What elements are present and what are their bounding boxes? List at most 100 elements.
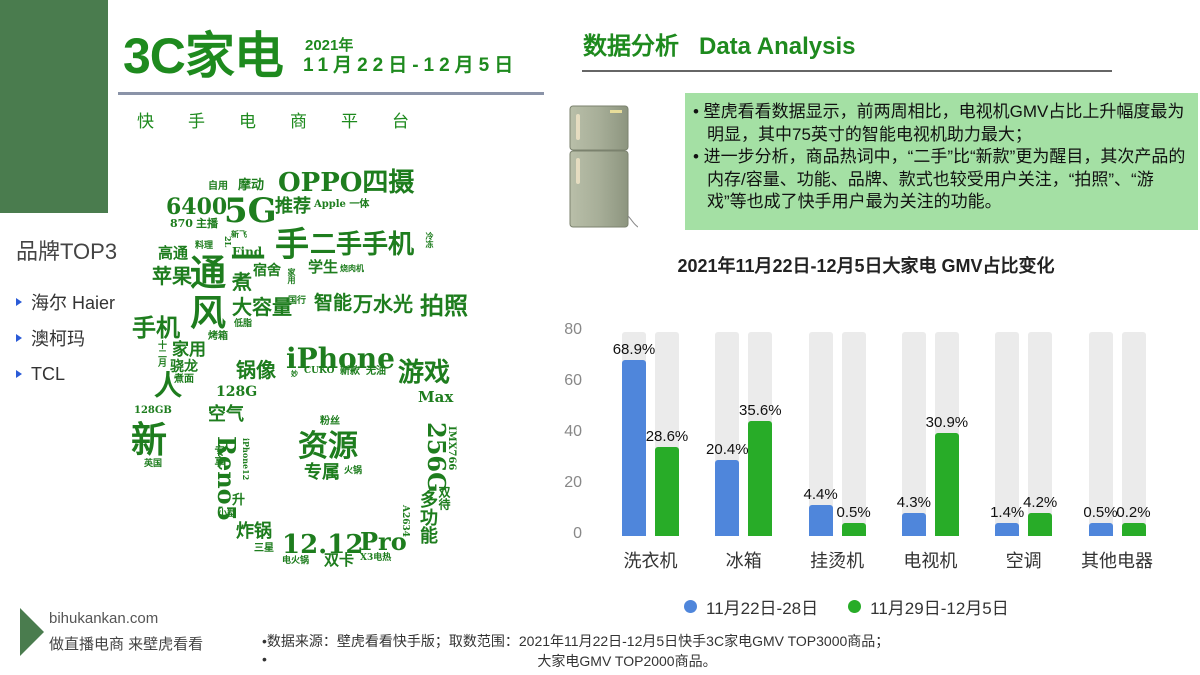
cloud-word: 冷冻 (425, 232, 435, 248)
legend-item-week2[interactable]: 11月29日-12月5日 (848, 594, 1009, 619)
bar[interactable] (655, 446, 679, 536)
chart-legend: 11月22日-28日 11月29日-12月5日 (684, 594, 1039, 619)
bar-value-label: 0.5% (1083, 504, 1118, 522)
blue-dot-icon (684, 600, 697, 613)
section-divider (582, 70, 1112, 72)
cloud-word: iPhone (286, 342, 395, 375)
bar-value-label: 30.9% (925, 413, 969, 431)
bar-value-label: 35.6% (739, 402, 782, 420)
bar[interactable] (934, 432, 959, 536)
cloud-word: 资源 (298, 429, 358, 464)
bar-value-label: 4.2% (1023, 494, 1058, 512)
bar-value-label: 0.5% (836, 504, 871, 522)
bar-track (841, 332, 866, 536)
cloud-word: 万水光 (353, 292, 413, 316)
cloud-word: IMX766 (446, 426, 457, 471)
cloud-word: 家用 (287, 268, 297, 284)
triangle-bullet-icon (16, 334, 22, 342)
cloud-word: 一 (231, 239, 265, 279)
report-year: 2021年 (305, 37, 354, 54)
bar-track (934, 332, 959, 536)
cloud-word: 炸锅 (236, 521, 272, 542)
bar[interactable] (901, 513, 926, 536)
bar-track (808, 332, 833, 536)
bar[interactable] (841, 523, 866, 536)
bar-track (1088, 332, 1113, 536)
analysis-bullet: • 进一步分析，商品热词中，“二手”比“新款”更为醒目，其次产品的内存/容量、功… (693, 147, 1186, 211)
cloud-word: X3电热 (360, 553, 392, 563)
cloud-word: Reno5 (212, 436, 241, 522)
cloud-word: 专属 (304, 462, 340, 483)
bar[interactable] (1088, 523, 1113, 536)
cloud-word: 骁龙 (170, 359, 198, 375)
cloud-word: 推荐 (275, 196, 311, 217)
cloud-word: Max (418, 388, 454, 406)
bar-value-label: 4.4% (803, 486, 838, 504)
page-title: 3C家电 (123, 28, 284, 84)
brand-top3-title: 品牌TOP3 (16, 239, 118, 264)
cloud-word: 家用 (172, 340, 206, 360)
cloud-word: 128G (216, 384, 258, 400)
cloud-word: 学生 (308, 258, 339, 276)
bar-value-label: 4.3% (896, 494, 931, 512)
cloud-word: 6400 (166, 194, 228, 220)
decorative-green-block (0, 0, 108, 213)
cloud-word: 双待 (437, 486, 451, 510)
slogan: 做直播电商 来壁虎看看 (49, 636, 204, 653)
cloud-word: 870 (170, 217, 193, 230)
bar[interactable] (622, 360, 646, 536)
x-axis-label: 电视机 (903, 551, 958, 571)
platform-label: 快手电商平台 (137, 112, 443, 131)
cloud-word: OPPO四摄 (278, 168, 415, 198)
cloud-word: Pro (360, 527, 407, 556)
cloud-word: 苹果 (152, 264, 192, 288)
cloud-word: 风 (190, 292, 227, 334)
cloud-word: 升 (232, 493, 246, 508)
brand-item: TCL (16, 356, 115, 392)
cloud-word: 空气 (208, 404, 244, 425)
cloud-word: 烧肉机 (340, 263, 364, 273)
cloud-word: CUKO (304, 366, 335, 376)
bar-track (995, 332, 1020, 536)
cloud-word: Apple 一体 (314, 199, 370, 210)
cloud-word: 烤箱 (208, 331, 228, 342)
cloud-word: 128GB (134, 405, 172, 416)
cloud-word: 专享 (213, 445, 226, 467)
data-source-note: •数据来源：壁虎看看快手版；取数范围：2021年11月22日-12月5日快手3C… (262, 633, 890, 669)
cloud-word: iPhone12 (241, 438, 251, 481)
bar-track (655, 332, 679, 536)
x-axis-label: 挂烫机 (810, 551, 865, 571)
cloud-word: 新款 (340, 366, 360, 377)
cloud-word: 低脂 (234, 319, 253, 329)
cloud-word: 手机 (132, 313, 180, 342)
cloud-word: A2634 (400, 505, 410, 538)
x-axis-label: 洗衣机 (623, 551, 678, 571)
x-axis-label: 冰箱 (725, 551, 762, 571)
triangle-bullet-icon (16, 370, 22, 378)
cloud-word: 256G (422, 422, 451, 493)
bar[interactable] (715, 459, 740, 536)
bar[interactable] (1028, 513, 1053, 536)
brand-list: 海尔 Haier 澳柯玛 TCL (16, 284, 115, 392)
title-divider (118, 92, 544, 95)
bar[interactable] (808, 505, 833, 536)
cloud-word: 智能 (314, 292, 353, 314)
x-axis-label: 空调 (1005, 551, 1042, 571)
refrigerator-illustration (569, 105, 638, 228)
bar[interactable] (995, 523, 1020, 536)
site-link[interactable]: bihukankan.com (49, 610, 159, 627)
bar-track (1121, 332, 1146, 536)
bar-track (622, 332, 646, 536)
cloud-word: 锅像 (236, 358, 276, 382)
legend-item-week1[interactable]: 11月22日-28日 (684, 594, 818, 619)
cloud-word: 拍照 (420, 291, 468, 320)
chart-title: 2021年11月22日-12月5日大家电 GMV占比变化 (677, 256, 1055, 276)
cloud-word: 粉丝 (320, 416, 340, 427)
cloud-word: 游戏 (398, 358, 451, 388)
cloud-word: 宿舍 (253, 263, 281, 279)
cloud-word: 新 (131, 419, 168, 461)
cloud-word: 煮 (232, 270, 252, 294)
bar[interactable] (1121, 523, 1146, 536)
analysis-bullet: • 壁虎看看数据显示，前两周相比，电视机GMV占比上升幅度最为明显，其中75英寸… (693, 102, 1185, 144)
bar[interactable] (748, 421, 773, 536)
